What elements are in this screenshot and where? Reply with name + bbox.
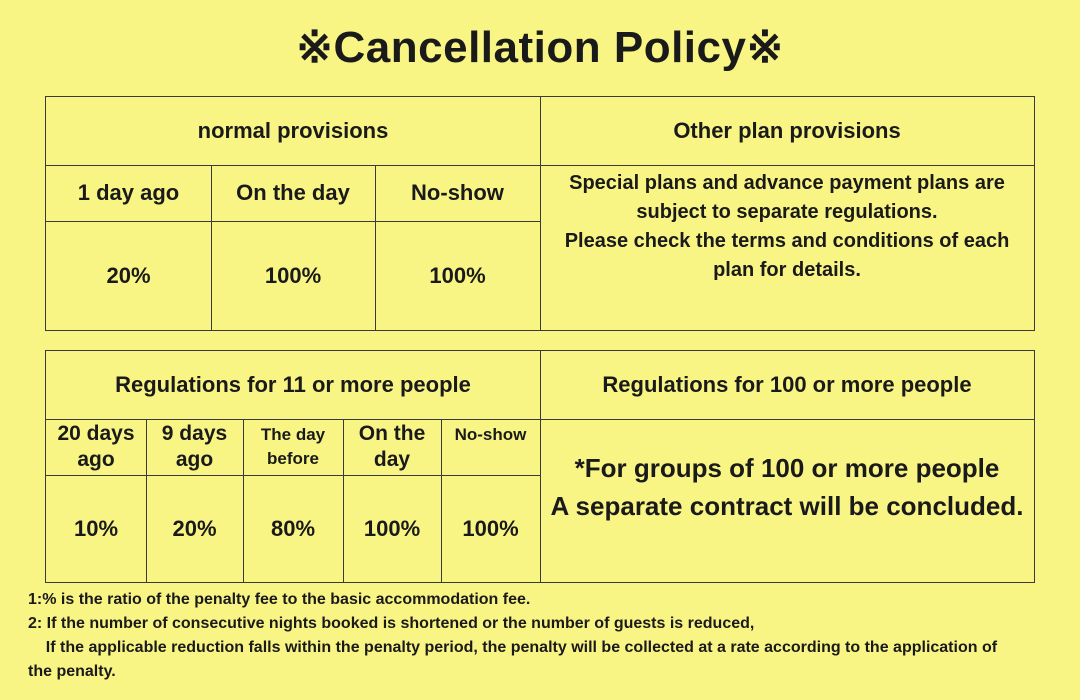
col-label-line: On the [358, 422, 426, 445]
value-no-show: 100% [462, 515, 519, 541]
col-label-20-days-ago: 20 days ago [46, 419, 146, 475]
other-plan-provisions-header: Other plan provisions [673, 118, 901, 143]
regulations-11-header: Regulations for 11 or more people [115, 372, 471, 397]
value-the-day-before: 80% [270, 515, 316, 541]
col-label-line: before [267, 449, 319, 468]
footnotes: 1:% is the ratio of the penalty fee to t… [28, 588, 1068, 684]
group-100-line: A separate contract will be concluded. [550, 490, 1024, 521]
other-plan-line: subject to separate regulations. [636, 201, 938, 223]
col-label-on-the-day: On the day [343, 419, 441, 475]
col-label-line: No-show [454, 425, 527, 444]
footnote-2-end: the penalty. [28, 663, 116, 680]
other-plan-line: plan for details. [713, 259, 861, 281]
group-100-line: *For groups of 100 or more people [574, 452, 1000, 483]
col-label-no-show: No-show [441, 419, 540, 475]
col-label-the-day-before: The day before [243, 419, 343, 475]
group-100-text: *For groups of 100 or more people A sepa… [540, 419, 1034, 554]
footnote-2: 2: If the number of consecutive nights b… [28, 615, 755, 632]
col-label-on-the-day: On the day [236, 180, 350, 205]
page-title: ※Cancellation Policy※ [296, 23, 784, 72]
col-label-line: 9 days [161, 422, 228, 445]
col-label-line: day [373, 448, 411, 471]
col-label-line: 20 days [57, 422, 135, 445]
col-label-9-days-ago: 9 days ago [146, 419, 243, 475]
normal-provisions-table: normal provisions Other plan provisions … [45, 96, 1035, 331]
value-1-day-ago: 20% [106, 262, 151, 288]
value-on-the-day: 100% [264, 262, 322, 288]
other-plan-text: Special plans and advance payment plans … [540, 167, 1034, 287]
col-label-line: ago [175, 448, 214, 471]
col-label-line: The day [260, 425, 326, 444]
other-plan-line: Special plans and advance payment plans … [569, 172, 1005, 194]
footnote-2-continued: If the applicable reduction falls within… [28, 639, 998, 656]
other-plan-line: Please check the terms and conditions of… [564, 230, 1010, 252]
normal-provisions-header: normal provisions [197, 118, 389, 143]
value-20-days-ago: 10% [73, 515, 119, 541]
value-no-show: 100% [429, 262, 486, 288]
col-label-1-day-ago: 1 day ago [77, 180, 180, 205]
value-9-days-ago: 20% [172, 515, 217, 541]
col-label-no-show: No-show [411, 180, 504, 205]
regulations-100-header: Regulations for 100 or more people [602, 372, 972, 397]
footnote-1: 1:% is the ratio of the penalty fee to t… [28, 591, 531, 608]
group-regulations-table: Regulations for 11 or more people Regula… [45, 350, 1035, 583]
value-on-the-day: 100% [363, 515, 421, 541]
col-label-line: ago [77, 448, 115, 471]
